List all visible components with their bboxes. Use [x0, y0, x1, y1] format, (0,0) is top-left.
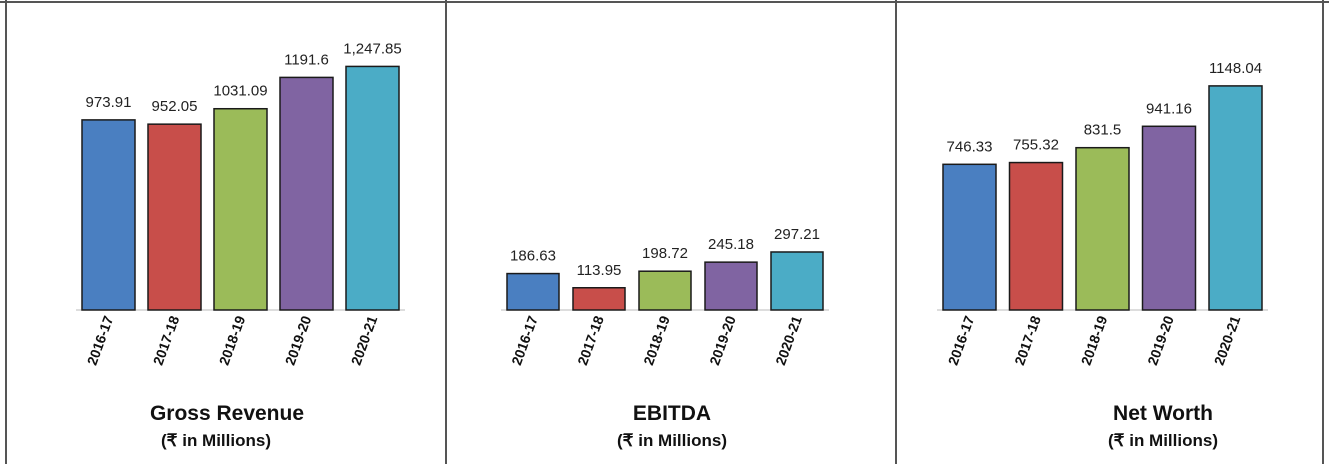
ebitda-bar-2016-17 [506, 272, 560, 311]
gross-revenue-tick-label: 2016-17 [84, 313, 117, 367]
ebitda-bar-2020-21 [770, 251, 824, 311]
net-worth-value-label: 755.32 [1013, 137, 1059, 154]
net-worth-tick-label: 2020-21 [1211, 313, 1244, 367]
gross-revenue-tick-label: 2019-20 [282, 313, 315, 367]
net-worth-tick-label: 2017-18 [1011, 313, 1044, 367]
ebitda-tick-label: 2016-17 [508, 313, 541, 367]
gross-revenue-value-label: 1031.09 [213, 83, 267, 100]
ebitda-value-label: 113.95 [577, 262, 622, 279]
ebitda-value-label: 186.63 [510, 248, 556, 265]
net-worth-chart: 746.33 2016-17 755.32 2017-18 831.5 2018-19 94… [937, 60, 1268, 367]
gross-revenue-value-label: 1,247.85 [343, 40, 401, 57]
gross-revenue-value-label: 1191.6 [284, 51, 329, 68]
net-worth-bar-2017-18 [1008, 161, 1064, 311]
ebitda-tick-label: 2017-18 [574, 313, 607, 367]
ebitda-chart: 186.63 2016-17 113.95 2017-18 198.72 2018-19 2… [501, 226, 829, 367]
net-worth-bar-2018-19 [1075, 146, 1130, 311]
net-worth-title: Net Worth [1113, 402, 1213, 425]
net-worth-bar-2020-21 [1208, 85, 1263, 311]
gross-revenue-bar-2019-20 [279, 76, 334, 311]
ebitda-bar-2019-20 [704, 261, 758, 311]
net-worth-bar-2019-20 [1141, 125, 1197, 311]
ebitda-bar-2017-18 [572, 287, 626, 311]
gross-revenue-bar-2017-18 [147, 123, 202, 311]
net-worth-tick-label: 2019-20 [1144, 313, 1177, 367]
ebitda-unit: (₹ in Millions) [617, 431, 727, 450]
gross-revenue-bar-2016-17 [81, 119, 136, 311]
net-worth-value-label: 941.16 [1146, 100, 1192, 117]
gross-revenue-value-label: 952.05 [152, 98, 198, 115]
ebitda-value-label: 245.18 [708, 236, 754, 253]
gross-revenue-tick-label: 2020-21 [348, 313, 381, 367]
gross-revenue-tick-label: 2017-18 [150, 313, 183, 367]
net-worth-tick-label: 2016-17 [945, 313, 978, 367]
ebitda-tick-label: 2018-19 [640, 313, 673, 367]
ebitda-tick-label: 2020-21 [772, 313, 805, 367]
gross-revenue-bar-2020-21 [345, 65, 400, 311]
ebitda-value-label: 297.21 [774, 226, 820, 243]
net-worth-value-label: 831.5 [1084, 122, 1122, 139]
net-worth-value-label: 1148.04 [1209, 60, 1262, 77]
gross-revenue-bar-2018-19 [213, 107, 268, 311]
ebitda-tick-label: 2019-20 [706, 313, 739, 367]
gross-revenue-tick-label: 2018-19 [216, 313, 249, 367]
gross-revenue-unit: (₹ in Millions) [161, 431, 271, 450]
net-worth-unit: (₹ in Millions) [1108, 431, 1218, 450]
ebitda-title: EBITDA [633, 402, 711, 425]
ebitda-value-label: 198.72 [642, 245, 688, 262]
gross-revenue-title: Gross Revenue [150, 402, 304, 425]
gross-revenue-value-label: 973.91 [86, 94, 132, 111]
gross-revenue-chart: 973.91 2016-17 952.05 2017-18 1031.09 2018-19… [76, 40, 405, 367]
net-worth-bar-2016-17 [942, 163, 997, 311]
net-worth-value-label: 746.33 [947, 138, 993, 155]
net-worth-tick-label: 2018-19 [1078, 313, 1111, 367]
ebitda-bar-2018-19 [638, 270, 692, 311]
